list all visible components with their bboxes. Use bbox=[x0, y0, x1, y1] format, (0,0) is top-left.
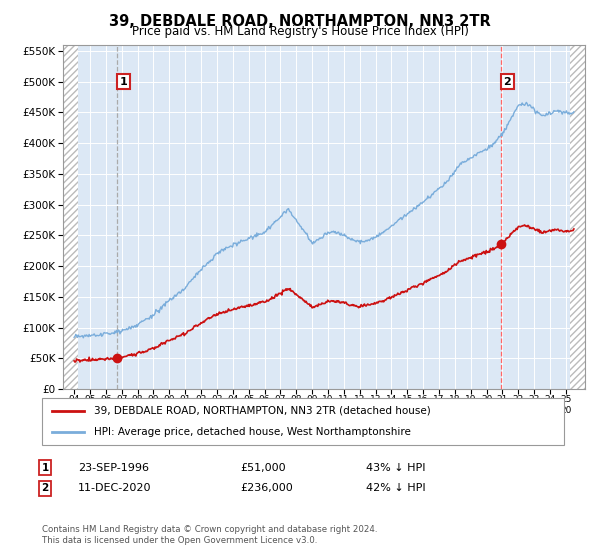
FancyBboxPatch shape bbox=[42, 398, 564, 445]
Text: Contains HM Land Registry data © Crown copyright and database right 2024.
This d: Contains HM Land Registry data © Crown c… bbox=[42, 525, 377, 545]
Text: 1: 1 bbox=[41, 463, 49, 473]
Text: 43% ↓ HPI: 43% ↓ HPI bbox=[366, 463, 425, 473]
Text: 23-SEP-1996: 23-SEP-1996 bbox=[78, 463, 149, 473]
Text: 42% ↓ HPI: 42% ↓ HPI bbox=[366, 483, 425, 493]
Text: 39, DEBDALE ROAD, NORTHAMPTON, NN3 2TR (detached house): 39, DEBDALE ROAD, NORTHAMPTON, NN3 2TR (… bbox=[94, 406, 431, 416]
Text: 39, DEBDALE ROAD, NORTHAMPTON, NN3 2TR: 39, DEBDALE ROAD, NORTHAMPTON, NN3 2TR bbox=[109, 14, 491, 29]
Text: 1: 1 bbox=[120, 77, 128, 87]
Bar bbox=[63, 45, 78, 389]
Text: 2: 2 bbox=[41, 483, 49, 493]
Text: £51,000: £51,000 bbox=[240, 463, 286, 473]
Text: £236,000: £236,000 bbox=[240, 483, 293, 493]
Bar bbox=[570, 45, 585, 389]
Text: Price paid vs. HM Land Registry's House Price Index (HPI): Price paid vs. HM Land Registry's House … bbox=[131, 25, 469, 38]
Text: HPI: Average price, detached house, West Northamptonshire: HPI: Average price, detached house, West… bbox=[94, 427, 411, 437]
Text: 11-DEC-2020: 11-DEC-2020 bbox=[78, 483, 151, 493]
Text: 2: 2 bbox=[503, 77, 511, 87]
